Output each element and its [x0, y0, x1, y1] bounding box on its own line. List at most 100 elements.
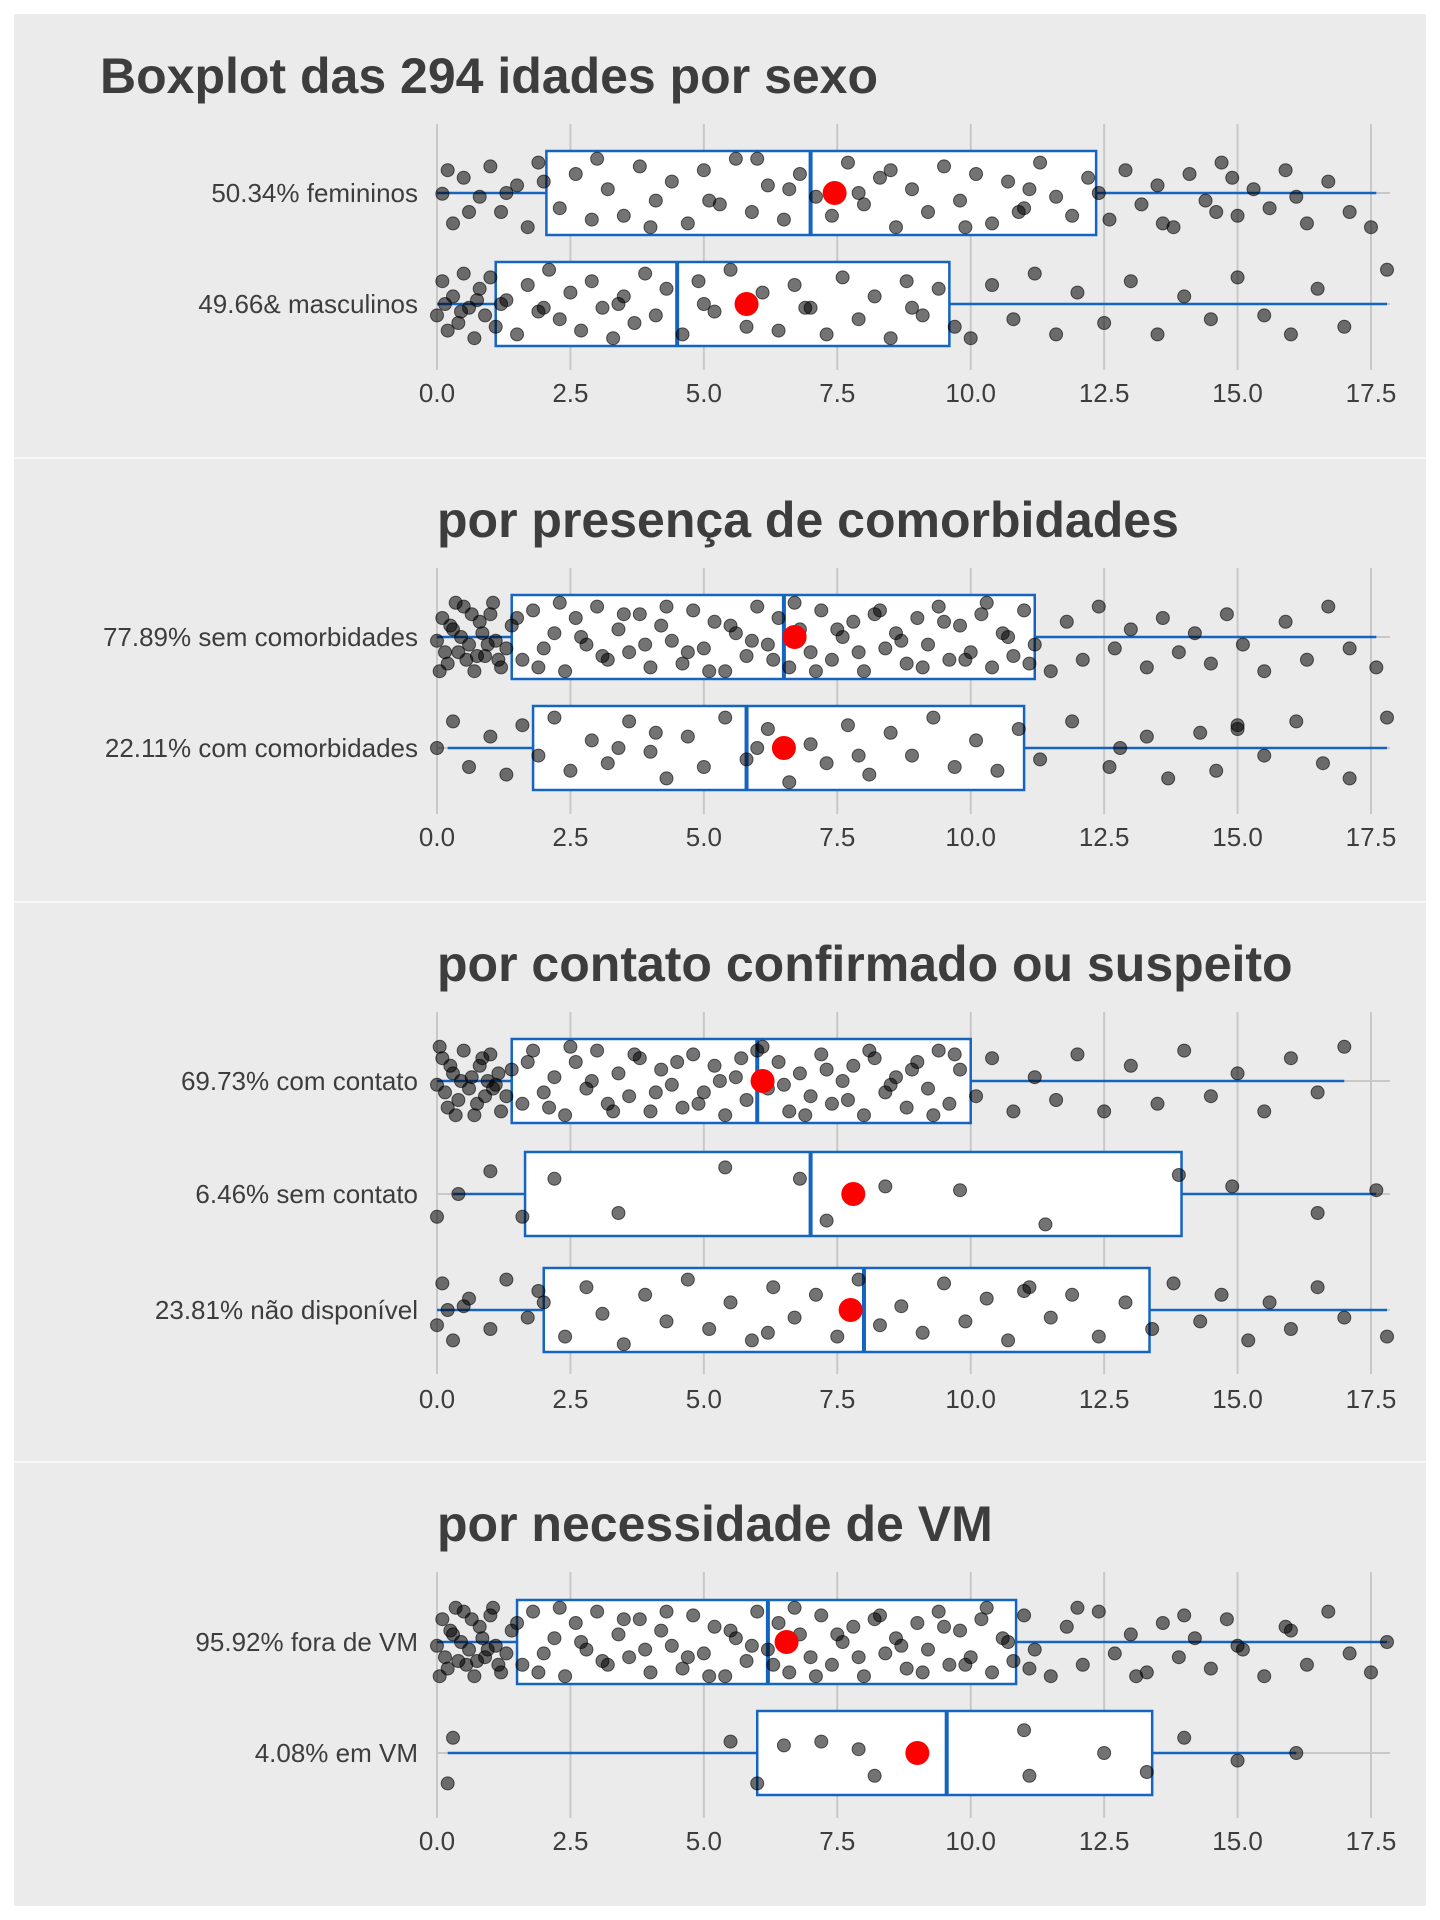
data-point: [488, 319, 503, 334]
data-point: [638, 637, 653, 652]
data-point: [622, 1650, 637, 1665]
data-point: [1363, 220, 1378, 235]
data-point: [718, 710, 733, 725]
data-point: [616, 607, 631, 622]
x-tick-label: 7.5: [819, 1384, 855, 1414]
data-point: [803, 1089, 818, 1104]
data-point: [894, 1638, 909, 1653]
data-point: [515, 1657, 530, 1672]
category-label: 95.92% fora de VM: [195, 1627, 418, 1657]
x-tick-label: 10.0: [945, 822, 996, 852]
data-point: [659, 281, 674, 296]
data-point: [921, 637, 936, 652]
data-point: [819, 756, 834, 771]
data-point: [921, 1642, 936, 1657]
data-point: [808, 1669, 823, 1684]
data-point: [536, 300, 551, 315]
data-point: [958, 220, 973, 235]
category-label: 50.34% femininos: [211, 178, 418, 208]
data-point: [750, 599, 765, 614]
data-point: [947, 319, 962, 334]
data-point: [1337, 1039, 1352, 1054]
x-tick-label: 12.5: [1079, 1826, 1130, 1856]
data-point: [611, 1627, 626, 1642]
x-tick-label: 10.0: [945, 1826, 996, 1856]
data-point: [830, 1627, 845, 1642]
data-point: [1139, 729, 1154, 744]
data-point: [1091, 599, 1106, 614]
data-point: [1123, 1058, 1138, 1073]
data-point: [1070, 285, 1085, 300]
data-point: [430, 1638, 444, 1653]
data-point: [531, 1665, 546, 1680]
data-point: [696, 641, 711, 656]
data-point: [627, 1047, 642, 1062]
data-point: [542, 1100, 557, 1115]
data-point: [926, 1108, 941, 1123]
data-point: [1225, 1179, 1240, 1194]
data-point: [1283, 327, 1298, 342]
data-point: [1198, 193, 1213, 208]
data-point: [563, 285, 578, 300]
data-point: [937, 159, 952, 174]
data-point: [947, 760, 962, 774]
data-point: [953, 1623, 968, 1638]
data-point: [558, 1108, 573, 1123]
data-point: [808, 1287, 823, 1302]
data-point: [1139, 1765, 1154, 1779]
data-point: [515, 1096, 530, 1111]
panel-4: por necessidade de VM 0.0 2.5 5.0 7.5 10.0 12.…: [14, 1461, 1426, 1856]
data-point: [622, 1089, 637, 1104]
data-point: [1017, 1284, 1032, 1298]
data-point: [584, 1074, 599, 1088]
data-point: [915, 1665, 930, 1680]
data-point: [446, 714, 461, 729]
data-point: [782, 182, 797, 197]
data-point: [771, 1055, 786, 1069]
data-point: [1123, 274, 1138, 289]
data-point: [440, 323, 455, 338]
data-point: [1006, 1104, 1021, 1119]
x-tick-label: 5.0: [686, 378, 722, 408]
data-point: [611, 1206, 626, 1220]
data-point: [953, 618, 968, 633]
data-point: [1166, 1276, 1181, 1291]
data-point: [430, 741, 444, 755]
data-point: [659, 771, 674, 786]
data-point: [707, 614, 722, 629]
panel-2: por presença de comorbidades 0.0 2.5 5.0 7.5…: [14, 457, 1426, 852]
mean-point: [771, 736, 796, 760]
data-point: [728, 151, 743, 166]
data-point: [616, 1612, 631, 1627]
data-point: [819, 1062, 834, 1077]
data-point: [686, 1608, 701, 1623]
panel-title: por necessidade de VM: [437, 1496, 993, 1552]
data-point: [931, 599, 946, 614]
data-point: [504, 1062, 519, 1077]
data-point: [491, 652, 506, 667]
data-point: [1011, 722, 1026, 736]
data-point: [947, 1047, 962, 1062]
jitter-points: [430, 1600, 1394, 1791]
data-point: [1363, 1665, 1378, 1680]
data-point: [1022, 1661, 1037, 1676]
data-point: [632, 159, 647, 174]
data-point: [899, 1661, 914, 1676]
data-point: [526, 1043, 541, 1058]
data-point: [595, 300, 610, 315]
x-tick-label: 5.0: [686, 822, 722, 852]
data-point: [1219, 1612, 1234, 1627]
data-point: [856, 1108, 871, 1123]
data-point: [480, 1642, 495, 1657]
data-point: [755, 1039, 770, 1054]
data-point: [547, 626, 562, 641]
data-point: [696, 1085, 711, 1100]
data-point: [1022, 1768, 1037, 1783]
data-point: [568, 167, 583, 181]
data-point: [814, 603, 829, 618]
data-point: [824, 1657, 839, 1672]
data-point: [702, 1669, 717, 1684]
data-point: [483, 607, 498, 622]
data-point: [1230, 270, 1245, 285]
x-tick-label: 10.0: [945, 1384, 996, 1414]
